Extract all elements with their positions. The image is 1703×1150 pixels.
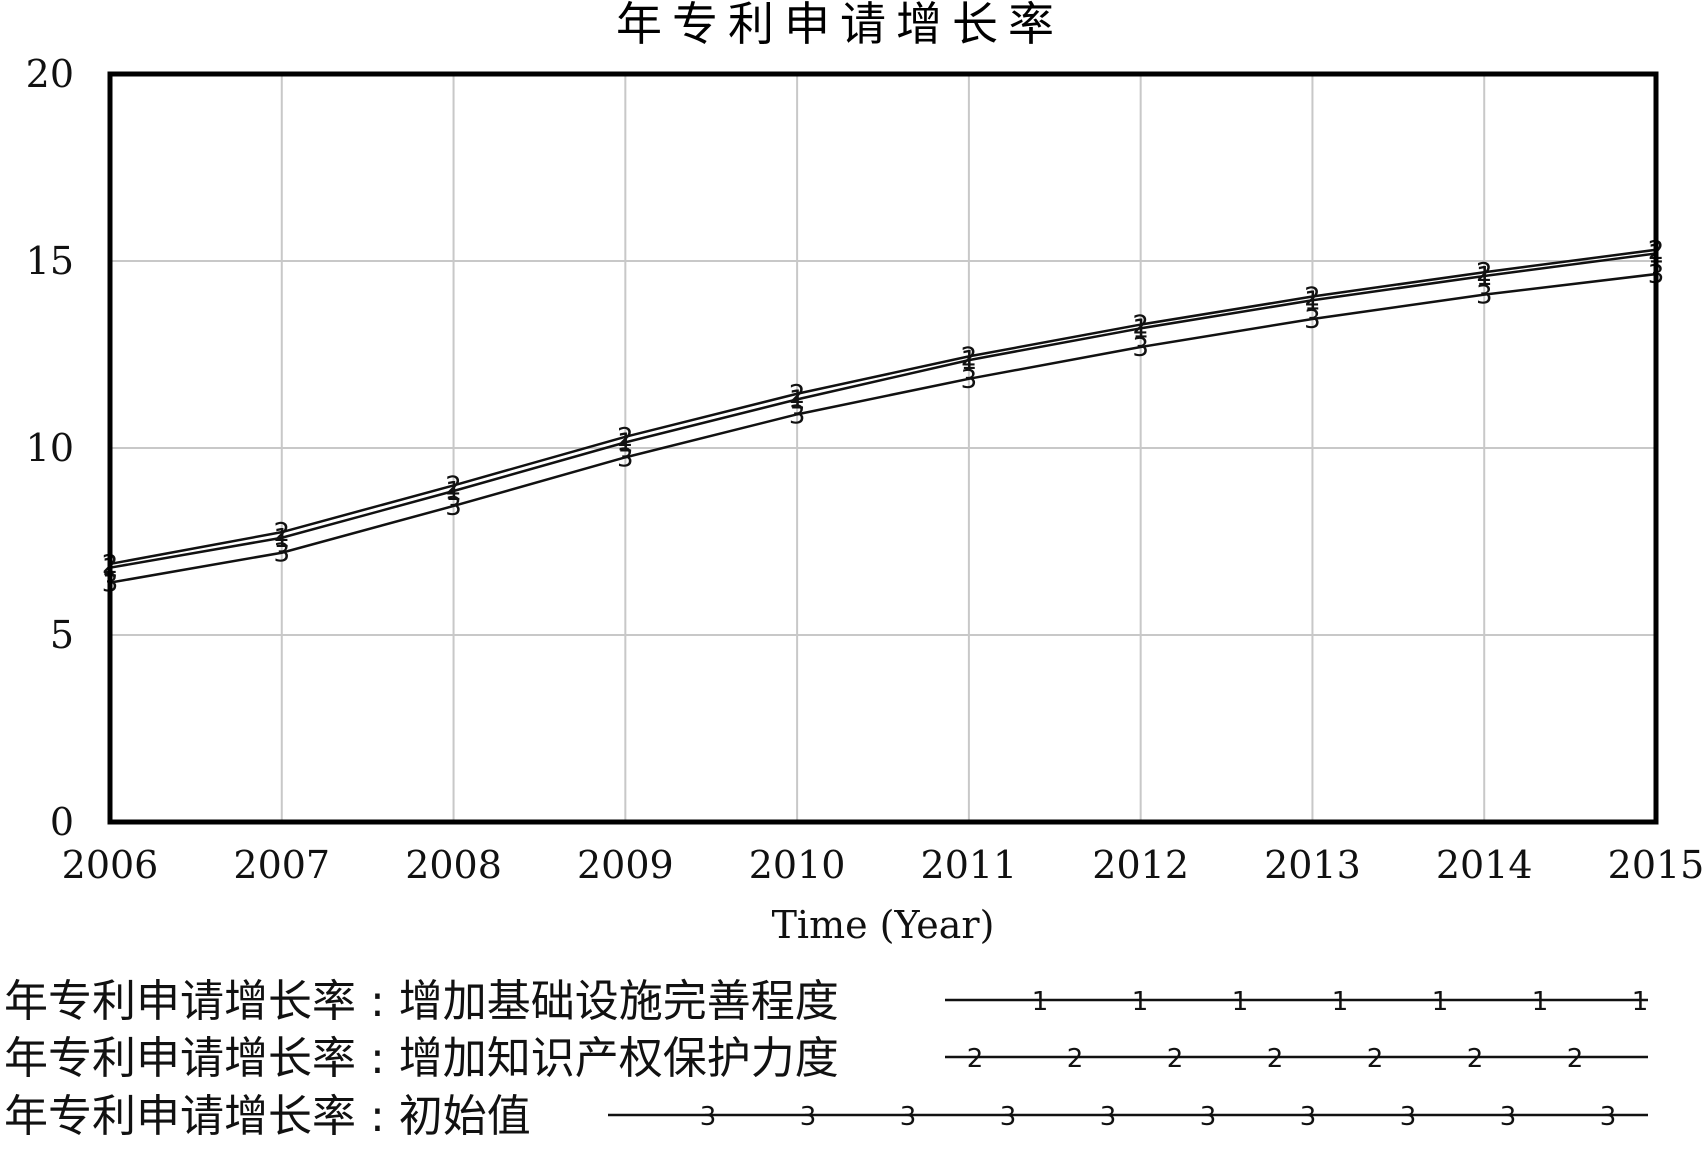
chart-title: 年专利申请增长率 xyxy=(616,0,1064,51)
x-tick-label: 2011 xyxy=(921,843,1018,887)
legend-marker: 2 xyxy=(1467,1044,1484,1074)
grid xyxy=(109,73,1657,823)
data-point-marker: 2 xyxy=(789,380,806,410)
y-tick-label: 15 xyxy=(26,239,74,283)
plot-frame xyxy=(107,71,1659,825)
x-tick-label: 2006 xyxy=(62,843,159,887)
legend: 年专利申请增长率 : 增加基础设施完善程度 1 1 1 1 1 1 1 年专利申请增长率 : 增… xyxy=(4,976,1648,1142)
data-point-marker: 2 xyxy=(617,423,634,453)
x-tick-label: 2008 xyxy=(405,843,502,887)
legend-marker: 2 xyxy=(1567,1044,1584,1074)
legend-marker: 3 xyxy=(800,1102,817,1132)
legend-marker: 3 xyxy=(1400,1102,1417,1132)
data-point-marker: 2 xyxy=(1476,258,1493,288)
y-tick-label: 10 xyxy=(26,426,74,470)
y-tick-label: 20 xyxy=(26,52,74,96)
legend-label: 年专利申请增长率 : 初始值 xyxy=(4,1091,531,1142)
data-point-marker: 2 xyxy=(274,518,291,548)
legend-marker: 1 xyxy=(1332,987,1349,1017)
legend-marker: 2 xyxy=(1167,1044,1184,1074)
legend-marker: 2 xyxy=(1367,1044,1384,1074)
data-point-marker: 3 xyxy=(1304,305,1321,335)
legend-marker: 1 xyxy=(1432,987,1449,1017)
y-axis-ticks: 0 5 10 15 20 xyxy=(26,52,74,844)
legend-label: 年专利申请增长率 : 增加基础设施完善程度 xyxy=(4,976,839,1027)
y-tick-label: 0 xyxy=(50,800,74,844)
legend-marker: 2 xyxy=(967,1044,984,1074)
legend-marker: 2 xyxy=(1067,1044,1084,1074)
x-axis-label: Time (Year) xyxy=(772,903,995,947)
legend-marker: 3 xyxy=(900,1102,917,1132)
legend-marker: 1 xyxy=(1532,987,1549,1017)
y-tick-label: 5 xyxy=(50,613,74,657)
data-point-marker: 3 xyxy=(961,365,978,395)
series-line-3 xyxy=(109,272,1657,584)
data-point-marker: 2 xyxy=(445,471,462,501)
x-tick-label: 2015 xyxy=(1608,843,1703,887)
x-tick-label: 2012 xyxy=(1092,843,1189,887)
legend-marker: 3 xyxy=(1300,1102,1317,1132)
data-point-marker: 3 xyxy=(274,539,291,569)
data-point-marker: 1 xyxy=(1304,286,1321,316)
data-point-marker: 2 xyxy=(961,342,978,372)
legend-marker: 1 xyxy=(1132,987,1149,1017)
data-point-marker: 3 xyxy=(617,443,634,473)
legend-marker: 1 xyxy=(1032,987,1049,1017)
legend-label: 年专利申请增长率 : 增加知识产权保护力度 xyxy=(4,1033,839,1084)
x-tick-label: 2007 xyxy=(233,843,330,887)
legend-marker: 3 xyxy=(1200,1102,1217,1132)
legend-marker: 1 xyxy=(1632,987,1649,1017)
legend-marker: 3 xyxy=(1100,1102,1117,1132)
legend-marker: 3 xyxy=(1600,1102,1617,1132)
legend-marker: 1 xyxy=(1232,987,1249,1017)
legend-marker: 3 xyxy=(700,1102,717,1132)
data-point-marker: 3 xyxy=(789,400,806,430)
data-point-marker: 1 xyxy=(1132,314,1149,344)
data-point-marker: 2 xyxy=(1304,283,1321,313)
x-tick-label: 2014 xyxy=(1436,843,1533,887)
data-point-marker: 1 xyxy=(1476,262,1493,292)
legend-marker: 2 xyxy=(1267,1044,1284,1074)
legend-marker: 3 xyxy=(1000,1102,1017,1132)
legend-marker: 3 xyxy=(1500,1102,1517,1132)
series-line-1 xyxy=(109,252,1657,569)
x-tick-label: 2013 xyxy=(1264,843,1361,887)
data-point-marker: 3 xyxy=(1132,333,1149,363)
data-point-marker: 3 xyxy=(445,492,462,522)
data-point-marker: 2 xyxy=(1132,311,1149,341)
data-point-marker: 1 xyxy=(961,346,978,376)
data-point-marker: 3 xyxy=(1476,281,1493,311)
x-tick-label: 2010 xyxy=(749,843,846,887)
x-tick-label: 2009 xyxy=(577,843,674,887)
series-line-2 xyxy=(109,248,1657,566)
x-axis-ticks: 2006 2007 2008 2009 2010 2011 2012 2013 2014 2015 xyxy=(62,843,1703,887)
